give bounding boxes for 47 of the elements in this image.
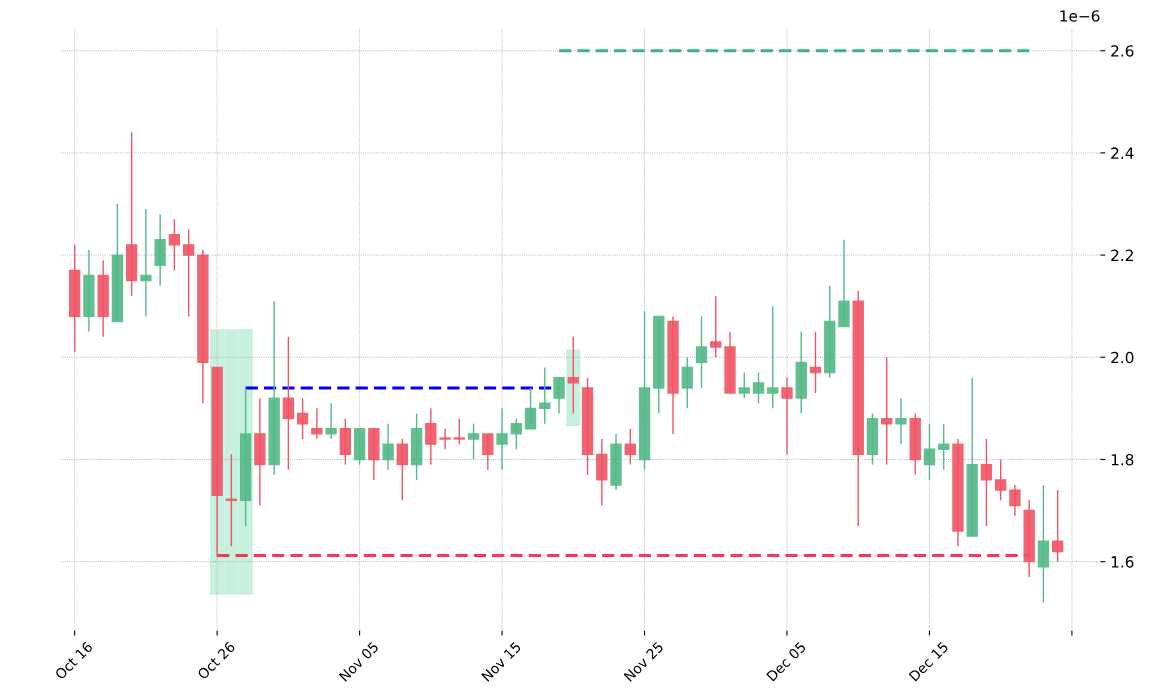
candlestick: [781, 377, 793, 456]
candlestick: [1051, 489, 1064, 563]
candlestick: [467, 423, 480, 461]
candlestick: [496, 407, 508, 471]
y-tick-label: 2.0: [1111, 351, 1134, 364]
candlestick: [482, 433, 494, 471]
candlestick: [767, 305, 779, 410]
candlestick: [296, 397, 309, 440]
candlestick: [881, 356, 893, 466]
text: 1e−6: [1060, 10, 1100, 22]
candlestick: [453, 417, 466, 445]
candlestick: [995, 458, 1007, 502]
candlestick: [695, 315, 708, 389]
y-tick-label: 2.4: [1111, 147, 1134, 159]
candlestick: [168, 218, 181, 272]
candlestick: [539, 366, 551, 425]
candlestick: [282, 336, 295, 471]
candlestick: [524, 387, 537, 430]
x-tick-label: Dec 15: [908, 641, 949, 682]
candlestick: [425, 407, 437, 466]
y-tick-label: 2.6: [1111, 45, 1134, 57]
candlestick: [325, 402, 337, 440]
candlestick: [938, 423, 950, 471]
x-tick-label: Oct 26: [196, 641, 236, 680]
candlestick: [710, 295, 722, 358]
candlestick: [396, 438, 409, 502]
candlestick: [510, 417, 522, 450]
candlestick: [895, 397, 907, 445]
candlestick: [311, 407, 323, 440]
candlestick: [809, 331, 822, 394]
x-tick-label: Oct 16: [54, 641, 94, 680]
y-tick-label: 1.8: [1111, 453, 1134, 466]
candlestick: [382, 423, 394, 471]
candlestick: [553, 377, 565, 415]
candlestick: [182, 228, 195, 318]
candlestick: [1009, 484, 1021, 517]
x-tick-label: Dec 05: [766, 641, 807, 682]
candlestick: [439, 428, 451, 450]
candlestick: [923, 423, 936, 481]
candlestick: [752, 371, 765, 404]
candlestick: [624, 428, 636, 466]
candlestick: [738, 371, 750, 399]
candlestick: [980, 438, 993, 527]
candlestick: [681, 356, 693, 410]
y-tick-label: 1.6: [1111, 556, 1134, 568]
candlestick: [140, 208, 152, 318]
y-tick-label: 2.2: [1111, 249, 1133, 261]
